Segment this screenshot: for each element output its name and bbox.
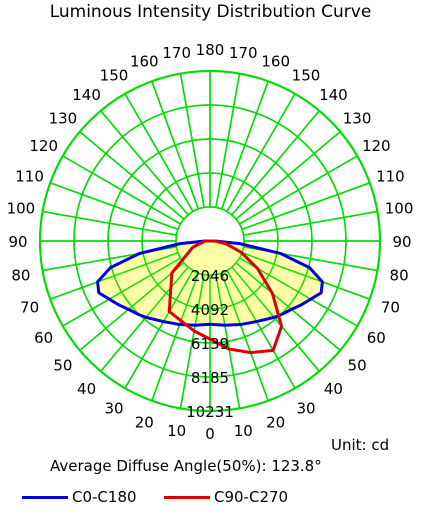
grid-spoke bbox=[151, 80, 200, 210]
angle-tick-label: 20 bbox=[266, 413, 285, 431]
unit-label: Unit: cd bbox=[331, 436, 390, 454]
angle-tick-label: 170 bbox=[162, 44, 191, 62]
angle-tick-label: 150 bbox=[100, 67, 129, 85]
angle-tick-label: 160 bbox=[130, 53, 159, 71]
grid-spoke bbox=[179, 73, 205, 208]
grid-spoke bbox=[239, 155, 358, 225]
grid-spoke bbox=[124, 270, 194, 389]
angle-tick-label: 120 bbox=[362, 137, 391, 155]
radial-tick-label: 10231 bbox=[186, 403, 234, 421]
angle-tick-label: 20 bbox=[135, 413, 154, 431]
grid-spoke bbox=[215, 274, 241, 409]
angle-tick-label: 50 bbox=[53, 356, 72, 374]
angle-tick-label: 140 bbox=[319, 86, 348, 104]
grid-spoke bbox=[49, 182, 179, 231]
grid-spoke bbox=[231, 266, 320, 372]
grid-spoke bbox=[49, 251, 179, 300]
grid-spoke bbox=[79, 131, 185, 220]
average-diffuse-angle: Average Diffuse Angle(50%): 123.8° bbox=[50, 457, 322, 475]
angle-tick-label: 70 bbox=[20, 299, 39, 317]
series-line-c0-c180 bbox=[96, 239, 324, 327]
grid-spoke bbox=[241, 182, 371, 231]
chart-title: Luminous Intensity Distribution Curve bbox=[49, 2, 372, 22]
angle-tick-label: 120 bbox=[29, 137, 58, 155]
grid-spoke bbox=[79, 262, 185, 351]
radial-tick-label: 2046 bbox=[191, 267, 229, 285]
angle-tick-label: 80 bbox=[390, 266, 409, 284]
grid-spoke bbox=[62, 155, 181, 225]
grid-spoke bbox=[220, 272, 269, 402]
angle-tick-label: 0 bbox=[205, 425, 215, 443]
angle-tick-label: 50 bbox=[348, 356, 367, 374]
grid-spoke bbox=[243, 210, 378, 236]
grid-spoke bbox=[179, 274, 205, 409]
angle-tick-label: 40 bbox=[77, 380, 96, 398]
angle-tick-label: 10 bbox=[167, 422, 186, 440]
angle-tick-label: 180 bbox=[196, 41, 225, 59]
legend-swatch-blue bbox=[22, 495, 68, 499]
angle-tick-label: 80 bbox=[11, 266, 30, 284]
angle-tick-label: 30 bbox=[296, 399, 315, 417]
grid-spoke bbox=[62, 257, 181, 327]
grid-spoke bbox=[226, 270, 296, 389]
legend-label: C0-C180 bbox=[72, 488, 137, 506]
series-line-c90-c270 bbox=[167, 239, 284, 355]
angle-tick-label: 90 bbox=[392, 233, 411, 251]
grid-spoke bbox=[42, 210, 177, 236]
grid-spoke bbox=[220, 80, 269, 210]
grid-spoke bbox=[151, 272, 200, 402]
grid-spoke bbox=[231, 110, 320, 216]
angle-tick-label: 100 bbox=[385, 200, 414, 218]
angle-tick-label: 70 bbox=[381, 299, 400, 317]
angle-tick-label: 60 bbox=[367, 329, 386, 347]
radial-tick-label: 6139 bbox=[191, 335, 229, 353]
angle-tick-label: 110 bbox=[15, 167, 44, 185]
angle-tick-label: 130 bbox=[49, 110, 78, 128]
grid-spoke bbox=[215, 73, 241, 208]
angle-tick-label: 110 bbox=[376, 167, 405, 185]
grid-spoke bbox=[241, 251, 371, 300]
legend-swatch-red bbox=[164, 495, 210, 499]
angle-tick-label: 150 bbox=[292, 67, 321, 85]
angle-tick-label: 10 bbox=[234, 422, 253, 440]
grid-spoke bbox=[226, 93, 296, 212]
grid-spoke bbox=[235, 262, 341, 351]
angle-tick-label: 90 bbox=[8, 233, 27, 251]
angle-tick-label: 170 bbox=[229, 44, 258, 62]
legend-item-c90-c270: C90-C270 bbox=[164, 488, 288, 506]
series-layer bbox=[39, 70, 381, 412]
grid-spoke bbox=[235, 131, 341, 220]
legend-item-c0-c180: C0-C180 bbox=[22, 488, 137, 506]
angle-tick-label: 140 bbox=[72, 86, 101, 104]
angle-tick-label: 130 bbox=[343, 110, 372, 128]
radial-tick-label: 8185 bbox=[191, 369, 229, 387]
grid-spoke bbox=[124, 93, 194, 212]
angle-tick-label: 100 bbox=[7, 200, 36, 218]
angle-tick-label: 30 bbox=[104, 399, 123, 417]
grid-spoke bbox=[100, 110, 189, 216]
label-layer: 2046 4092 6139 8185 10231 0 10 10 20 20 30 30 40 40 50… bbox=[7, 41, 414, 443]
angle-tick-label: 40 bbox=[324, 380, 343, 398]
grid-spoke bbox=[100, 266, 189, 372]
radial-tick-label: 4092 bbox=[191, 301, 229, 319]
angle-tick-label: 60 bbox=[34, 329, 53, 347]
legend-label: C90-C270 bbox=[214, 488, 289, 506]
angle-tick-label: 160 bbox=[261, 53, 290, 71]
